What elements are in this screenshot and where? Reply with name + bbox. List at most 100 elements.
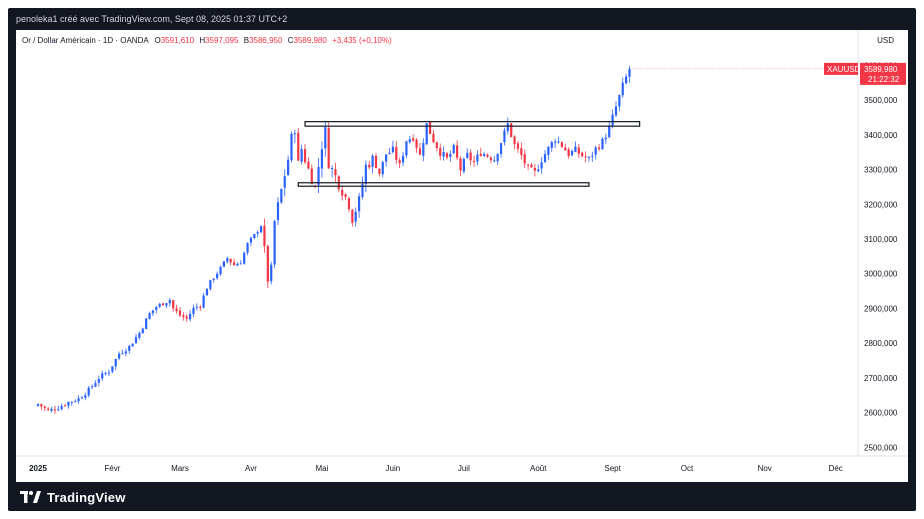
- candle: [472, 155, 476, 167]
- candle: [205, 287, 209, 296]
- candle: [614, 101, 618, 118]
- candle-body: [330, 168, 334, 170]
- candle: [358, 192, 361, 218]
- candle: [510, 122, 513, 138]
- candle: [67, 401, 70, 409]
- candle-body: [253, 234, 256, 239]
- candle-body: [597, 147, 601, 150]
- close-label: C: [287, 36, 294, 45]
- rectangle-zone: [297, 182, 590, 187]
- rectangle-zone: [304, 121, 641, 127]
- time-axis: 2025 Févr Mars Avr Mai Juin Juil Août Sept Oct Nov…: [29, 464, 843, 473]
- candle-body: [47, 408, 50, 411]
- candle-body: [611, 114, 614, 126]
- candle-body: [199, 306, 202, 308]
- candle-body: [547, 146, 550, 155]
- candle-body: [303, 149, 307, 163]
- candle: [43, 405, 46, 412]
- candle: [587, 156, 591, 162]
- candle: [270, 261, 273, 285]
- candle: [554, 138, 557, 149]
- candle-body: [543, 154, 547, 163]
- candle-body: [239, 263, 242, 265]
- candle-body: [496, 153, 499, 162]
- price-tick-label: 3300,000: [864, 166, 898, 175]
- candle-body: [584, 156, 587, 158]
- candle: [347, 196, 351, 213]
- candle-body: [185, 316, 188, 319]
- candle-body: [53, 409, 56, 411]
- price-axis: 3600,0003500,0003400,0003300,0003200,000…: [864, 61, 898, 452]
- candle-body: [510, 123, 513, 137]
- candle: [178, 307, 182, 318]
- candle-body: [574, 146, 577, 152]
- close-value: 3589,980: [293, 36, 327, 45]
- candle-body: [74, 401, 77, 403]
- candle-body: [128, 345, 131, 351]
- candle-body: [236, 263, 239, 266]
- candle-body: [165, 303, 168, 306]
- chart-area[interactable]: 3600,0003500,0003400,0003300,0003200,000…: [16, 30, 908, 482]
- tradingview-logo[interactable]: TradingView: [20, 489, 126, 505]
- candle-body: [50, 408, 53, 411]
- candle: [361, 176, 364, 200]
- candle: [263, 218, 266, 253]
- candle-body: [401, 155, 405, 163]
- candle-body: [77, 398, 80, 402]
- candle-body: [391, 146, 394, 153]
- candle-body: [459, 158, 462, 171]
- candle-body: [567, 149, 570, 157]
- candle-body: [324, 127, 327, 149]
- candle-body: [462, 158, 465, 172]
- candle: [449, 150, 452, 162]
- candle: [84, 392, 87, 401]
- candle-body: [560, 142, 563, 147]
- price-tick-label: 2900,000: [864, 304, 898, 313]
- time-tick-label: Août: [530, 464, 547, 473]
- candle: [469, 149, 472, 166]
- candle-body: [182, 315, 185, 318]
- candle-body: [155, 306, 158, 310]
- candle: [439, 143, 442, 161]
- candle: [479, 147, 482, 157]
- footer-bar: TradingView: [8, 482, 916, 511]
- candle-body: [148, 313, 151, 320]
- candle-body: [439, 147, 442, 157]
- candle-body: [628, 68, 631, 77]
- candle-body: [591, 155, 594, 157]
- candle: [202, 292, 205, 309]
- candle: [435, 141, 438, 152]
- candle-body: [422, 143, 425, 156]
- candle-body: [327, 127, 330, 169]
- candle-body: [243, 252, 246, 264]
- candle-body: [527, 164, 530, 166]
- candle: [385, 154, 388, 167]
- candle-body: [374, 155, 378, 169]
- candle-body: [499, 143, 503, 154]
- candle: [591, 151, 594, 162]
- candle-body: [138, 332, 141, 338]
- candle: [192, 304, 195, 318]
- price-chart[interactable]: 3600,0003500,0003400,0003300,0003200,000…: [16, 30, 908, 482]
- candle: [628, 65, 631, 83]
- candle-body: [219, 266, 222, 275]
- candle-body: [523, 154, 526, 164]
- candle-body: [472, 160, 476, 163]
- brand-name: TradingView: [47, 489, 126, 505]
- candle-body: [425, 123, 428, 145]
- candle-body: [259, 226, 263, 233]
- candle-body: [361, 183, 364, 197]
- candle: [266, 244, 269, 289]
- candle-body: [489, 157, 493, 161]
- currency-label: USD: [877, 36, 894, 45]
- candle: [131, 343, 134, 347]
- candle: [236, 262, 239, 266]
- candle-body: [273, 220, 276, 265]
- high-label: H: [199, 36, 206, 45]
- candle-body: [300, 149, 303, 162]
- candle: [185, 313, 188, 322]
- candle-body: [503, 130, 506, 143]
- candle: [175, 304, 178, 314]
- candle: [496, 153, 499, 165]
- candle-body: [320, 149, 324, 169]
